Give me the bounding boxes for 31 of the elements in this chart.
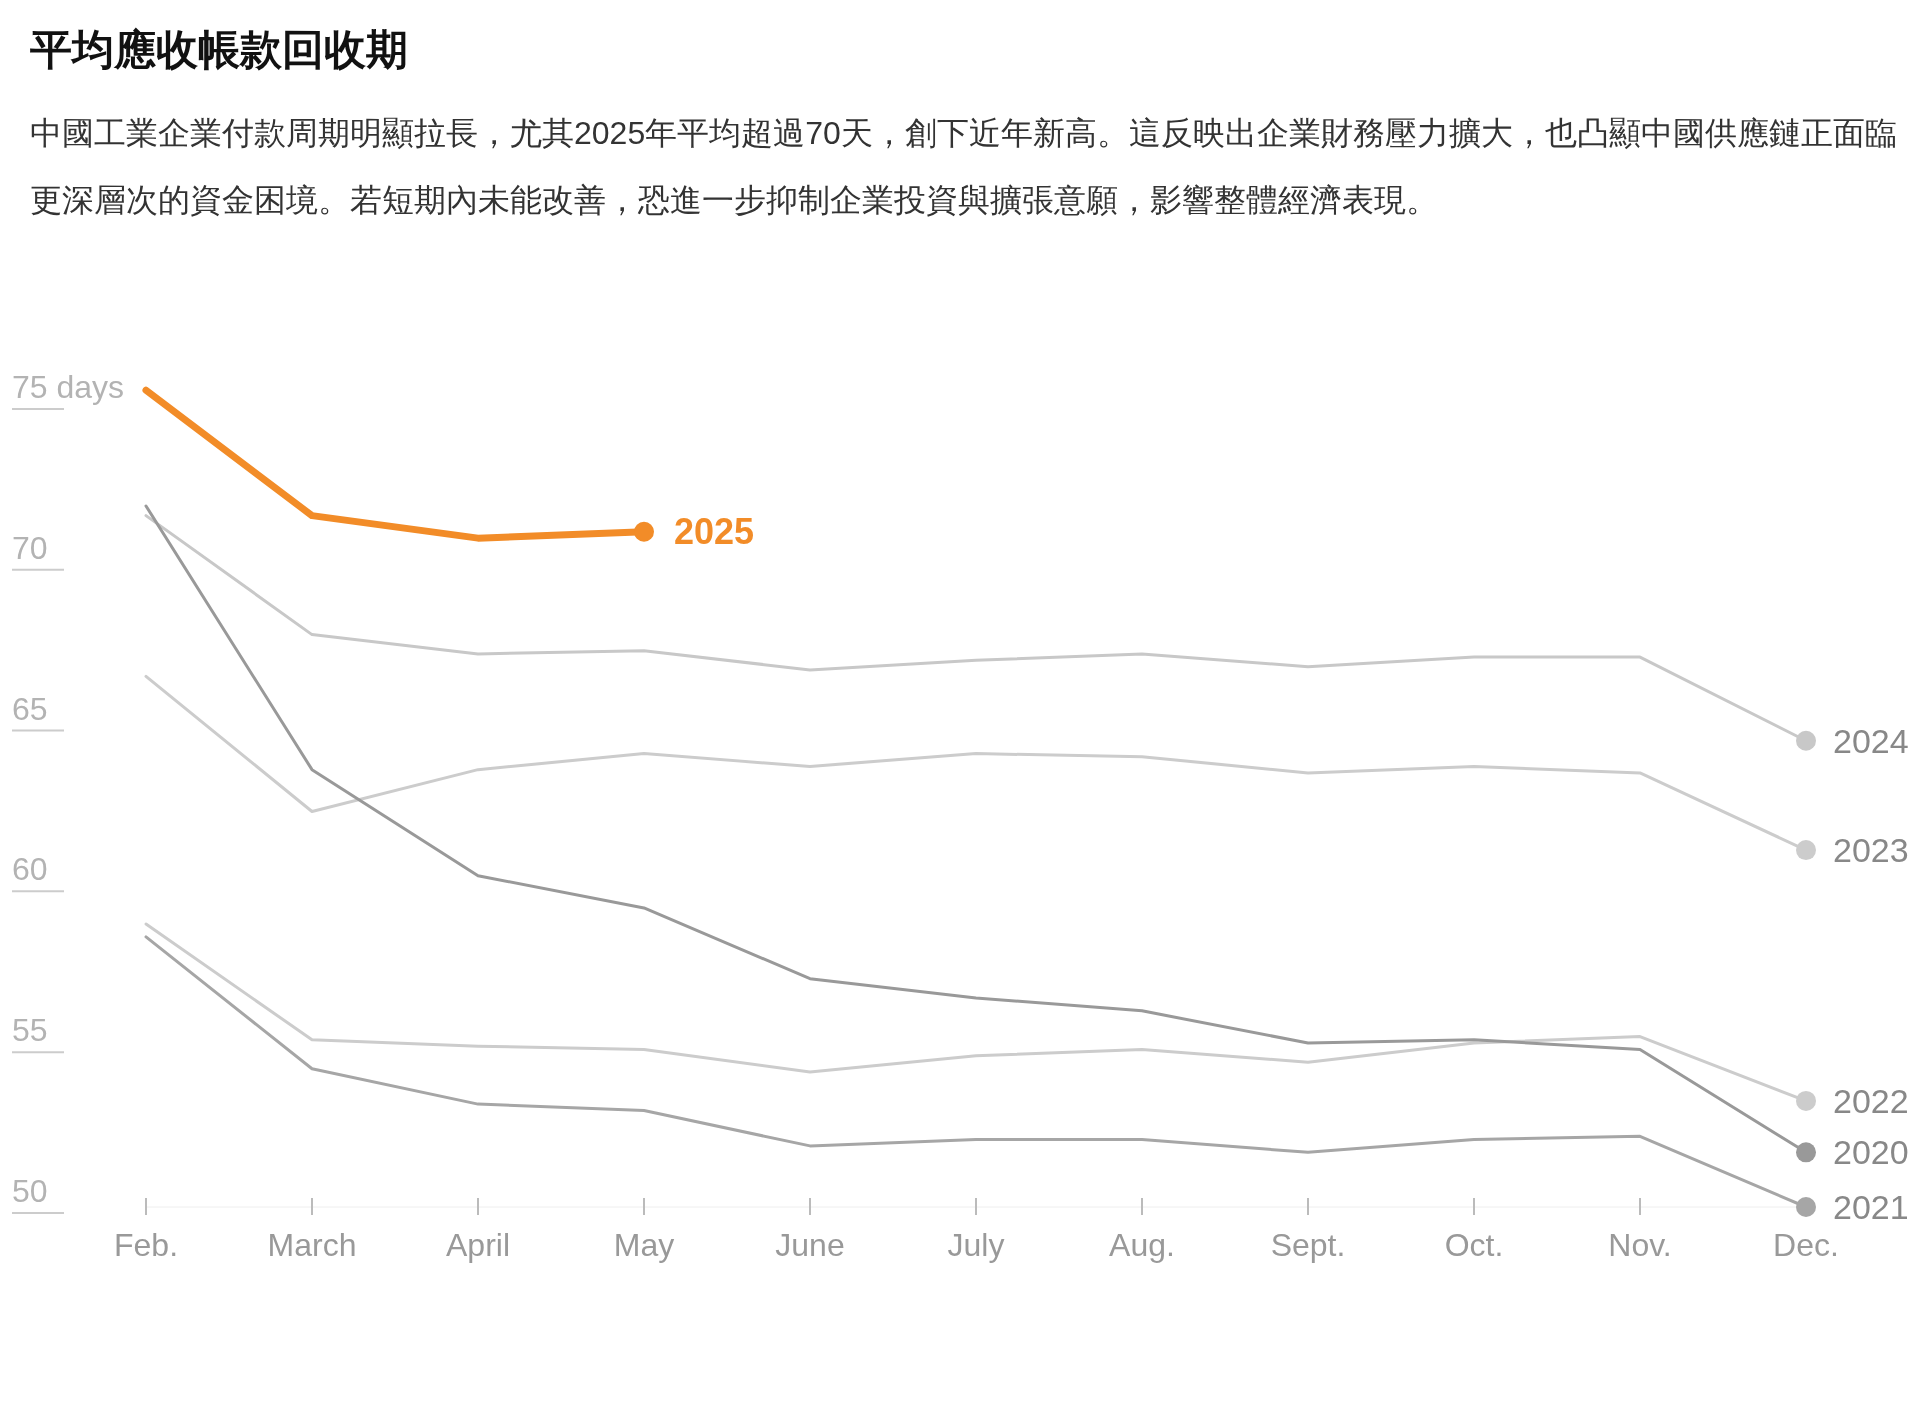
x-tick-label: June xyxy=(775,1227,845,1263)
x-tick-label: Dec. xyxy=(1773,1227,1839,1263)
series-label: 2021 xyxy=(1833,1188,1909,1226)
y-tick-label: 70 xyxy=(12,529,48,566)
x-tick-label: May xyxy=(613,1227,675,1263)
series-label: 2022 xyxy=(1833,1081,1909,1120)
point xyxy=(1796,1197,1816,1217)
x-tick-label: March xyxy=(267,1227,357,1263)
x-tick-label: April xyxy=(445,1227,511,1263)
point xyxy=(634,521,654,542)
x-tick-label: Feb. xyxy=(113,1227,179,1263)
point xyxy=(1796,840,1816,861)
chart-title: 平均應收帳款回收期 xyxy=(30,25,408,75)
x-tick-label: Sept. xyxy=(1270,1227,1346,1263)
series-label: 2020 xyxy=(1833,1133,1909,1172)
y-tick-label: 50 xyxy=(12,1172,48,1209)
chart-subtitle: 中國工業企業付款周期明顯拉長，尤其2025年平均超過70天，創下近年新高。這反映出企業財務壓力擴大，也凸顯中國供應鏈正面臨更深層次的資金困境。若短期內未能改善，恐進一步抑制企業投資與擴張意願，影響整體經濟表現。 xyxy=(30,114,1898,220)
x-tick-label: Nov. xyxy=(1608,1227,1672,1263)
point xyxy=(1796,730,1816,751)
y-tick-label: 55 xyxy=(12,1012,48,1049)
x-tick-label: Oct. xyxy=(1444,1227,1504,1263)
series-label: 2023 xyxy=(1833,831,1909,870)
x-tick-label: July xyxy=(947,1227,1005,1263)
series-label: 2025 xyxy=(674,510,755,552)
series-label: 2024 xyxy=(1833,721,1909,760)
y-tick-label: 60 xyxy=(12,851,48,888)
y-tick-label: 65 xyxy=(12,690,48,727)
point xyxy=(1796,1090,1816,1111)
point xyxy=(1796,1142,1816,1163)
y-tick-label: 75 days xyxy=(12,369,125,405)
x-tick-label: Aug. xyxy=(1109,1227,1175,1263)
